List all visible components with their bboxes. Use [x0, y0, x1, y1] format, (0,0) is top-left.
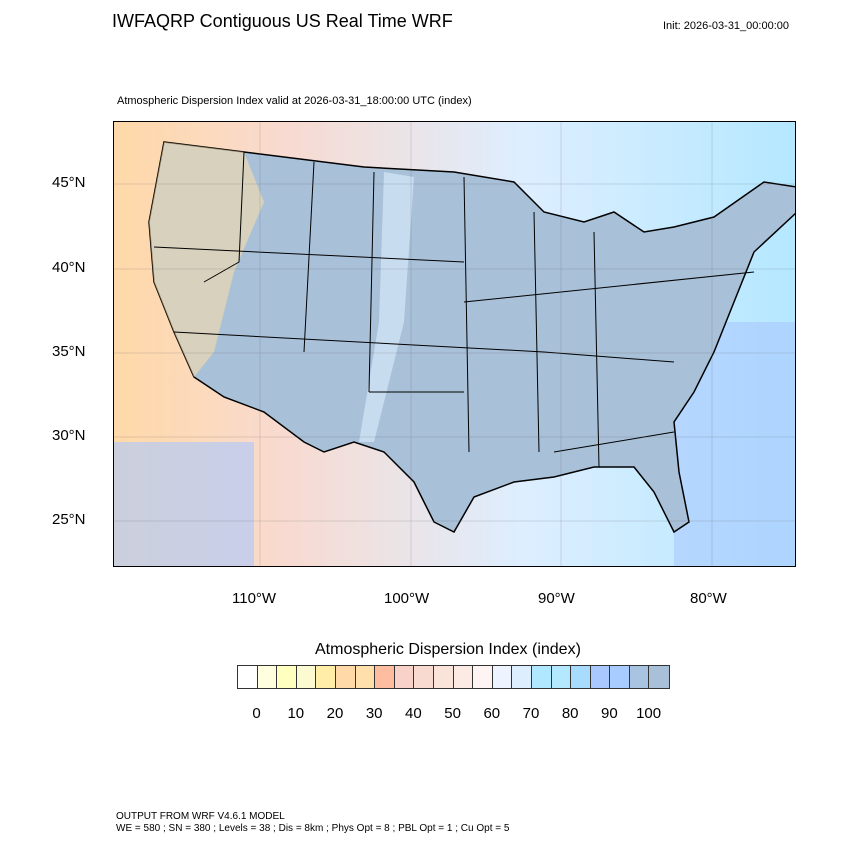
footer-config: WE = 580 ; SN = 380 ; Levels = 38 ; Dis … [116, 823, 510, 834]
lat-label: 35°N [52, 343, 86, 360]
colorbar-box [335, 666, 356, 688]
colorbar-box [316, 666, 336, 688]
colorbar-box [414, 666, 434, 688]
plot-subtitle: Atmospheric Dispersion Index valid at 20… [117, 95, 472, 107]
colorbar-box [238, 666, 258, 688]
footer-model: OUTPUT FROM WRF V4.6.1 MODEL [116, 811, 285, 822]
map-panel [113, 121, 796, 567]
pacific-ocean [114, 442, 254, 566]
colorbar-box [473, 666, 493, 688]
colorbar-box [512, 666, 532, 688]
colorbar-box [296, 666, 317, 688]
colorbar-box [531, 666, 552, 688]
plains-band [359, 172, 414, 442]
colorbar-box [590, 666, 611, 688]
colorbar-box [257, 666, 278, 688]
colorbar [237, 665, 671, 689]
colorbar-label: 20 [326, 705, 344, 722]
lon-label: 100°W [384, 590, 430, 607]
lon-label: 80°W [690, 590, 727, 607]
colorbar-label: 0 [252, 705, 261, 722]
colorbar-box [551, 666, 572, 688]
colorbar-label: 50 [444, 705, 461, 722]
colorbar-box [394, 666, 415, 688]
init-time: Init: 2026-03-31_00:00:00 [663, 20, 789, 32]
colorbar-box [571, 666, 591, 688]
colorbar-label: 80 [561, 705, 579, 722]
colorbar-box [277, 666, 297, 688]
colorbar-title: Atmospheric Dispersion Index (index) [315, 641, 581, 658]
lon-label: 90°W [538, 590, 575, 607]
colorbar-label: 100 [636, 705, 662, 722]
colorbar-box [492, 666, 513, 688]
map-svg [114, 122, 795, 566]
colorbar-label: 70 [522, 705, 540, 722]
colorbar-box [649, 666, 670, 688]
colorbar-box [610, 666, 630, 688]
lon-label: 110°W [232, 590, 277, 607]
colorbar-box [355, 666, 376, 688]
colorbar-box [375, 666, 395, 688]
colorbar-label: 60 [483, 705, 501, 722]
colorbar-box [433, 666, 454, 688]
colorbar-box [629, 666, 650, 688]
colorbar-label: 90 [601, 705, 618, 722]
west-dryland [149, 142, 264, 377]
lat-label: 25°N [52, 511, 86, 528]
colorbar-label: 40 [405, 705, 422, 722]
lat-label: 30°N [52, 427, 86, 444]
colorbar-label: 10 [287, 705, 305, 722]
state-borders [153, 151, 755, 468]
lat-label: 40°N [52, 259, 86, 276]
lat-label: 45°N [52, 174, 86, 191]
graticule [114, 122, 795, 566]
colorbar-label: 30 [365, 705, 383, 722]
colorbar-box [453, 666, 474, 688]
plot-title: IWFAQRP Contiguous US Real Time WRF [112, 11, 453, 31]
